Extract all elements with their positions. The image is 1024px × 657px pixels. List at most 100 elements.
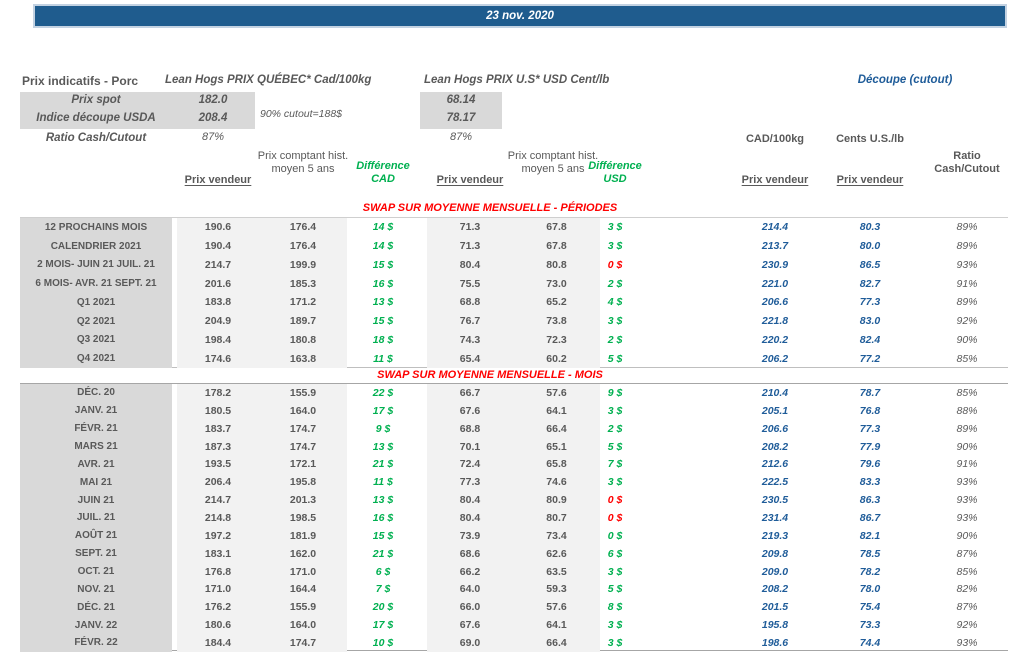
table-row: Q1 2021 183.8 171.2 13 $ 68.8 65.2 4 $ 206.6 77.…	[0, 293, 1024, 312]
cell-cad-vendeur: 206.4	[177, 473, 259, 492]
cell-usd-hist: 73.8	[513, 311, 600, 331]
cell-usd-vendeur: 68.8	[427, 419, 513, 438]
mois-section-rows: DÉC. 20 178.2 155.9 22 $66.7 57.6 9 $210.4 78.…	[0, 384, 1024, 652]
cell-diff-cad: 15 $	[372, 529, 394, 542]
cell-cutout-cad: 198.6	[761, 636, 789, 649]
cell-cad-vendeur: 183.1	[177, 544, 259, 563]
cell-cad-vendeur: 183.7	[177, 419, 259, 438]
cell-ratio: 85%	[956, 352, 978, 365]
table-row: FÉVR. 22 184.4 174.7 10 $ 69.0 66.4 3 $ 198.6 74…	[0, 634, 1024, 652]
cell-cutout-us: 83.3	[859, 476, 881, 489]
cell-cutout-cad: 230.9	[761, 258, 789, 271]
cell-cutout-us: 86.5	[859, 258, 881, 271]
cell-period-label: JUIL. 21	[20, 509, 172, 527]
cell-usd-vendeur: 80.4	[427, 491, 513, 510]
col-difference-cad: Différence CAD	[356, 160, 410, 185]
cell-ratio: 93%	[956, 511, 978, 524]
cell-usd-vendeur: 71.3	[427, 236, 513, 256]
cell-period-label: 6 MOIS- AVR. 21 SEPT. 21	[20, 274, 172, 293]
col-prix-vendeur-usd: Prix vendeur	[436, 174, 504, 186]
cell-usd-vendeur: 74.3	[427, 330, 513, 350]
cell-cad-vendeur: 187.3	[177, 437, 259, 456]
cell-ratio: 90%	[956, 529, 978, 542]
cell-cutout-cad: 195.8	[761, 619, 789, 632]
cell-cad-hist: 185.3	[259, 274, 347, 293]
cell-cutout-us: 76.8	[859, 404, 881, 417]
cell-period-label: CALENDRIER 2021	[20, 236, 172, 256]
section-title-mois: SWAP SUR MOYENNE MENSUELLE - MOIS	[377, 369, 603, 381]
cell-cad-vendeur: 204.9	[177, 311, 259, 331]
cell-diff-cad: 15 $	[372, 258, 394, 271]
cell-cutout-cad: 230.5	[761, 494, 789, 507]
cell-period-label: SEPT. 21	[20, 544, 172, 563]
cell-ratio: 87%	[956, 547, 978, 560]
table-top-border	[20, 217, 1008, 218]
table-row: MAI 21 206.4 195.8 11 $ 77.3 74.6 3 $ 222.5 83.3…	[0, 473, 1024, 492]
cell-cad-hist: 174.7	[259, 634, 347, 652]
table-row: Q3 2021 198.4 180.8 18 $ 74.3 72.3 2 $ 220.2 82.…	[0, 330, 1024, 350]
cell-cad-hist: 176.4	[259, 236, 347, 256]
us-price-title: Lean Hogs PRIX U.S* USD Cent/lb	[424, 74, 610, 86]
cell-usd-vendeur: 69.0	[427, 634, 513, 652]
cell-cad-vendeur: 190.6	[177, 218, 259, 237]
cell-cad-hist: 198.5	[259, 509, 347, 527]
cell-usd-vendeur: 71.3	[427, 218, 513, 237]
cell-cad-hist: 199.9	[259, 255, 347, 275]
cell-diff-usd: 8 $	[607, 601, 623, 614]
cell-diff-usd: 4 $	[607, 296, 623, 309]
cell-cad-vendeur: 190.4	[177, 236, 259, 256]
cell-diff-usd: 3 $	[607, 636, 623, 649]
table-row: JANV. 21 180.5 164.0 17 $ 67.6 64.1 3 $ 205.1 76…	[0, 401, 1024, 420]
cell-cutout-cad: 219.3	[761, 529, 789, 542]
cell-diff-cad: 16 $	[372, 511, 394, 524]
cell-cad-hist: 171.0	[259, 562, 347, 581]
cell-diff-usd: 3 $	[607, 221, 623, 234]
report-date: 23 nov. 2020	[486, 10, 554, 22]
cell-diff-cad: 22 $	[372, 386, 394, 399]
table-row: CALENDRIER 2021 190.4 176.4 14 $ 71.3 67.8 3 $…	[0, 236, 1024, 256]
cell-cutout-us: 77.3	[859, 422, 881, 435]
cell-cutout-us: 78.5	[859, 547, 881, 560]
cell-cad-vendeur: 176.2	[177, 598, 259, 617]
cell-usd-vendeur: 67.6	[427, 616, 513, 635]
cell-cutout-cad: 208.2	[761, 583, 789, 596]
cell-cutout-us: 80.0	[859, 240, 881, 253]
cell-cad-hist: 164.4	[259, 580, 347, 599]
cell-diff-cad: 14 $	[372, 221, 394, 234]
cell-usd-vendeur: 80.4	[427, 255, 513, 275]
cell-cutout-us: 74.4	[859, 636, 881, 649]
cell-cutout-us: 82.1	[859, 529, 881, 542]
cell-cad-hist: 155.9	[259, 384, 347, 402]
cell-usd-hist: 64.1	[513, 616, 600, 635]
cell-diff-usd: 3 $	[607, 240, 623, 253]
cell-cutout-cad: 208.2	[761, 440, 789, 453]
cell-ratio: 89%	[956, 221, 978, 234]
cell-diff-usd: 5 $	[607, 352, 623, 365]
cell-period-label: JANV. 21	[20, 401, 172, 420]
cell-cutout-us: 77.2	[859, 352, 881, 365]
cell-period-label: NOV. 21	[20, 580, 172, 599]
cell-diff-usd: 3 $	[607, 619, 623, 632]
cell-cad-vendeur: 184.4	[177, 634, 259, 652]
cell-usd-hist: 80.7	[513, 509, 600, 527]
cell-usd-vendeur: 68.6	[427, 544, 513, 563]
cell-cutout-us: 79.6	[859, 458, 881, 471]
cell-cad-vendeur: 198.4	[177, 330, 259, 350]
cell-usd-hist: 73.4	[513, 526, 600, 545]
col-prix-vendeur-cutout-us: Prix vendeur	[836, 174, 904, 186]
cell-cad-vendeur: 193.5	[177, 455, 259, 474]
cell-ratio: 89%	[956, 240, 978, 253]
cell-cutout-us: 86.7	[859, 511, 881, 524]
cell-usd-vendeur: 70.1	[427, 437, 513, 456]
cell-ratio: 89%	[956, 422, 978, 435]
cell-usd-vendeur: 68.8	[427, 293, 513, 312]
col-prix-comptant-usd: Prix comptant hist. moyen 5 ans	[507, 150, 599, 175]
cell-diff-cad: 9 $	[375, 422, 391, 435]
cell-period-label: AVR. 21	[20, 455, 172, 474]
col-prix-comptant-cad: Prix comptant hist. moyen 5 ans	[257, 150, 349, 175]
cell-ratio: 93%	[956, 476, 978, 489]
cell-usd-hist: 64.1	[513, 401, 600, 420]
cell-cutout-us: 73.3	[859, 619, 881, 632]
cell-cad-hist: 162.0	[259, 544, 347, 563]
table-row: SEPT. 21 183.1 162.0 21 $ 68.6 62.6 6 $ 209.8 78…	[0, 544, 1024, 563]
